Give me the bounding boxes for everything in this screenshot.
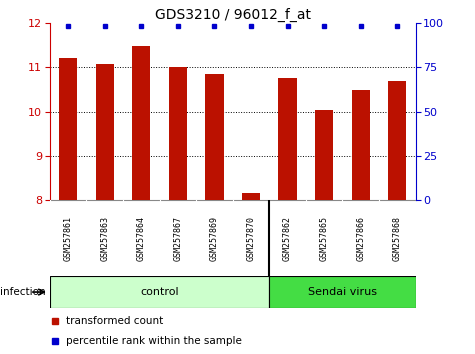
Text: GSM257861: GSM257861: [64, 216, 73, 261]
Text: percentile rank within the sample: percentile rank within the sample: [66, 336, 242, 346]
Text: GSM257868: GSM257868: [393, 216, 402, 261]
Text: infection: infection: [0, 287, 46, 297]
Text: GSM257866: GSM257866: [356, 216, 365, 261]
Bar: [50, 276, 269, 308]
Text: control: control: [140, 287, 179, 297]
Text: GSM257862: GSM257862: [283, 216, 292, 261]
Bar: [278, 78, 297, 200]
Text: GSM257869: GSM257869: [210, 216, 219, 261]
Bar: [269, 276, 416, 308]
Title: GDS3210 / 96012_f_at: GDS3210 / 96012_f_at: [155, 8, 311, 22]
Text: GSM257863: GSM257863: [100, 216, 109, 261]
Text: GSM257867: GSM257867: [173, 216, 182, 261]
Text: transformed count: transformed count: [66, 316, 163, 326]
Bar: [59, 57, 77, 200]
Bar: [242, 193, 260, 200]
Text: GSM257870: GSM257870: [247, 216, 256, 261]
Text: Sendai virus: Sendai virus: [308, 287, 377, 297]
Bar: [95, 64, 114, 200]
Text: GSM257864: GSM257864: [137, 216, 146, 261]
Bar: [352, 90, 370, 200]
Bar: [205, 74, 224, 200]
Bar: [169, 67, 187, 200]
Bar: [315, 110, 333, 200]
Bar: [388, 81, 407, 200]
Text: GSM257865: GSM257865: [320, 216, 329, 261]
Bar: [132, 46, 151, 200]
